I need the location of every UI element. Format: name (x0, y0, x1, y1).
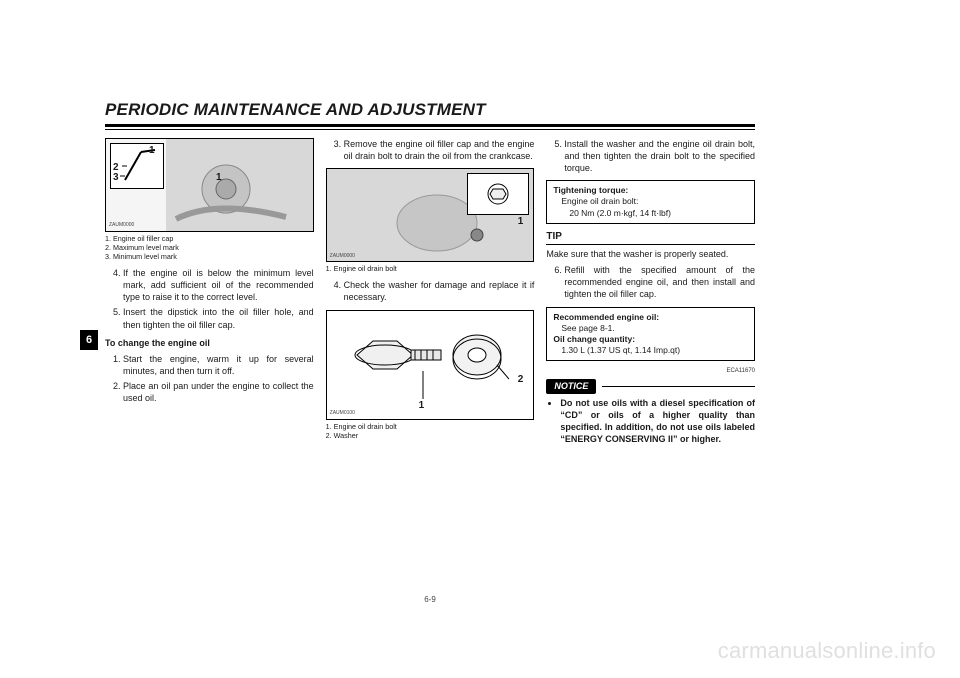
column-1: 1 2 3 1 ZAUM0000 1. Engine oil filler ca… (105, 138, 314, 446)
notice-code: ECA11670 (546, 367, 755, 375)
page-title: PERIODIC MAINTENANCE AND ADJUSTMENT (105, 100, 755, 120)
steps-list-a: If the engine oil is below the minimum l… (105, 267, 314, 331)
callout-1: 1 (518, 215, 524, 229)
page-body: PERIODIC MAINTENANCE AND ADJUSTMENT 1 2 … (105, 100, 755, 446)
torque-heading: Tightening torque: (553, 185, 748, 196)
tip-heading: TIP (546, 230, 755, 246)
caption-line: 2. Washer (326, 431, 535, 440)
tip-text: Make sure that the washer is properly se… (546, 248, 755, 260)
oil-qty-label: Oil change quantity: (553, 334, 748, 345)
caption-line: 2. Maximum level mark (105, 243, 314, 252)
steps-list-c: Remove the engine oil filler cap and the… (326, 138, 535, 162)
notice-pill: NOTICE (546, 379, 596, 394)
column-3: Install the washer and the engine oil dr… (546, 138, 755, 446)
step-1: Start the engine, warm it up for several… (123, 353, 314, 377)
caption-line: 1. Engine oil filler cap (105, 234, 314, 243)
chapter-tab: 6 (80, 330, 98, 350)
page-footer: 6-9 (105, 595, 755, 604)
notice-rule (602, 386, 755, 387)
oil-qty-value: 1.30 L (1.37 US qt, 1.14 Imp.qt) (553, 345, 748, 356)
figure-bolt-washer: 1 2 ZAUM0100 (326, 310, 535, 420)
notice-list: Do not use oils with a diesel specificat… (546, 397, 755, 446)
notice-item: Do not use oils with a diesel specificat… (560, 397, 755, 446)
torque-value: 20 Nm (2.0 m·kgf, 14 ft·lbf) (553, 208, 748, 219)
figure-inset (467, 173, 529, 215)
engine-bg-icon (106, 139, 313, 231)
steps-list-e: Install the washer and the engine oil dr… (546, 138, 755, 174)
steps-list-d: Check the washer for damage and replace … (326, 279, 535, 303)
step-2: Place an oil pan under the engine to col… (123, 380, 314, 404)
step-4b: Check the washer for damage and replace … (344, 279, 535, 303)
torque-box: Tightening torque: Engine oil drain bolt… (546, 180, 755, 223)
step-4: If the engine oil is below the minimum l… (123, 267, 314, 303)
step-3: Remove the engine oil filler cap and the… (344, 138, 535, 162)
figure-drain-bolt-engine: 1 ZAUM0000 (326, 168, 535, 262)
callout-1: 1 (419, 399, 425, 413)
figure-code: ZAUM0000 (330, 253, 355, 260)
figure-code: ZAUM0000 (109, 222, 134, 229)
rec-oil-value: See page 8-1. (553, 323, 748, 334)
columns: 1 2 3 1 ZAUM0000 1. Engine oil filler ca… (105, 138, 755, 446)
figure-dipstick: 1 2 3 1 ZAUM0000 (105, 138, 314, 232)
caption-line: 1. Engine oil drain bolt (326, 422, 535, 431)
steps-list-b: Start the engine, warm it up for several… (105, 353, 314, 405)
subheading: To change the engine oil (105, 337, 314, 349)
torque-label: Engine oil drain bolt: (553, 196, 748, 207)
figure-caption: 1. Engine oil drain bolt 2. Washer (326, 422, 535, 440)
bolt-closeup-icon (468, 174, 528, 214)
step-6: Refill with the specified amount of the … (564, 264, 755, 300)
column-2: Remove the engine oil filler cap and the… (326, 138, 535, 446)
rec-oil-label: Recommended engine oil: (553, 312, 748, 323)
notice-heading: NOTICE (546, 379, 755, 394)
figure-code: ZAUM0100 (330, 410, 355, 417)
figure-caption: 1. Engine oil filler cap 2. Maximum leve… (105, 234, 314, 261)
oil-spec-box: Recommended engine oil: See page 8-1. Oi… (546, 307, 755, 361)
steps-list-f: Refill with the specified amount of the … (546, 264, 755, 300)
bolt-washer-icon (327, 311, 534, 419)
watermark: carmanualsonline.info (718, 638, 936, 664)
step-5: Insert the dipstick into the oil filler … (123, 306, 314, 330)
title-rule-thick (105, 124, 755, 127)
tip-label-text: TIP (546, 231, 562, 242)
title-rule-thin (105, 129, 755, 130)
step-5b: Install the washer and the engine oil dr… (564, 138, 755, 174)
callout-1b: 1 (216, 171, 222, 185)
callout-2: 2 (518, 373, 524, 387)
figure-caption: 1. Engine oil drain bolt (326, 264, 535, 273)
caption-line: 3. Minimum level mark (105, 252, 314, 261)
